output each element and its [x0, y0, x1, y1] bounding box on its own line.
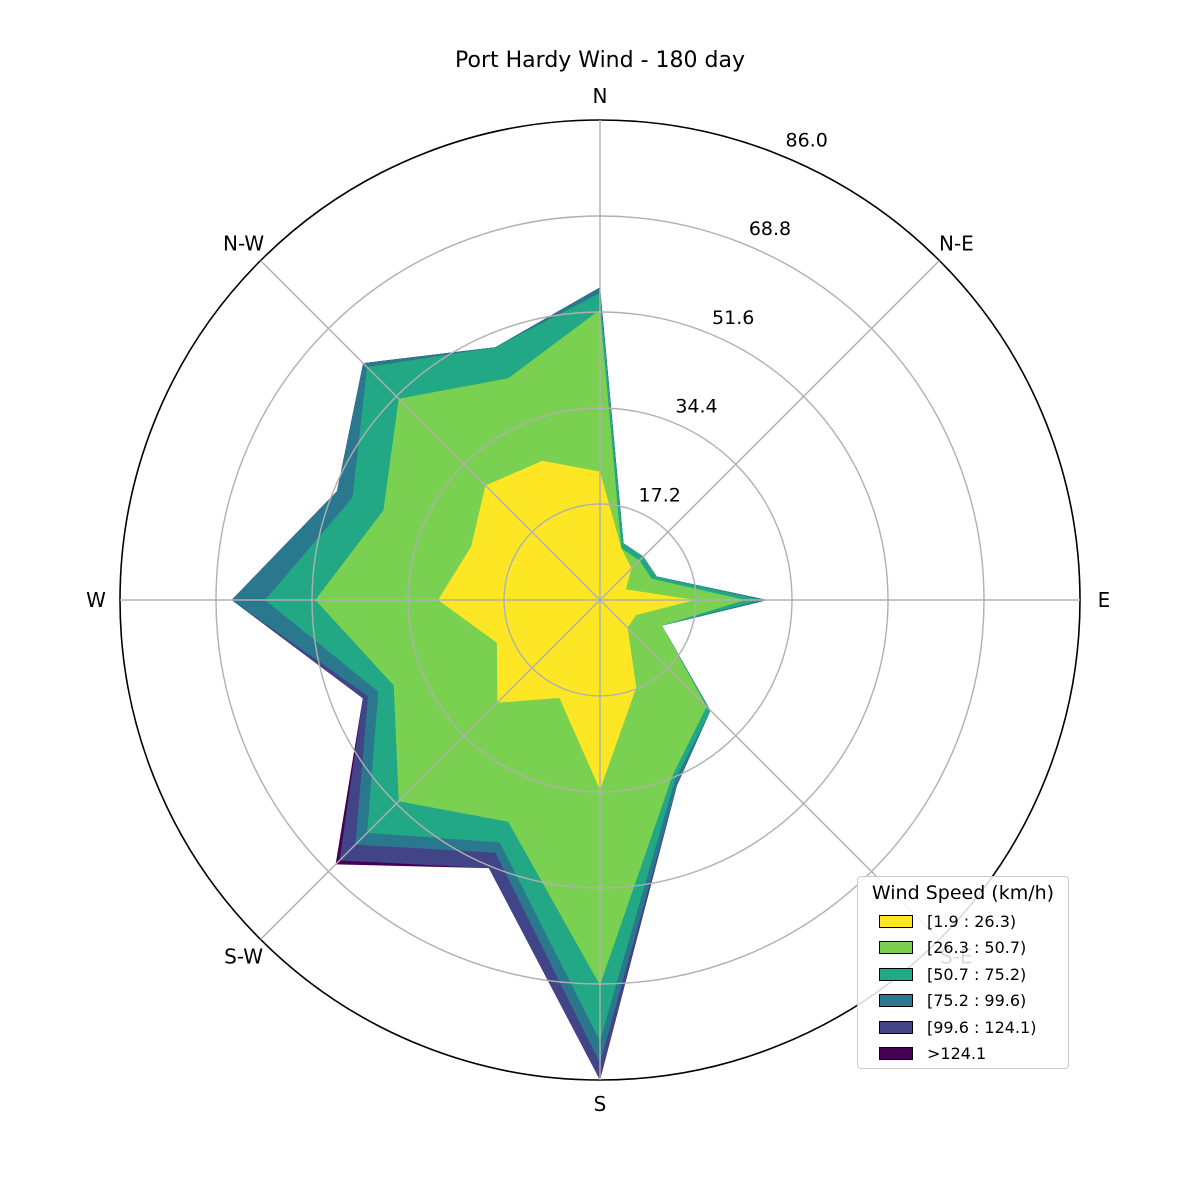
legend-swatch [879, 1047, 913, 1060]
legend-entry: [1.9 : 26.3) [879, 911, 1016, 931]
legend-label: [50.7 : 75.2) [927, 964, 1027, 984]
spoke-s-w [260, 599, 601, 940]
legend-label: [26.3 : 50.7) [927, 938, 1027, 957]
legend: Wind Speed (km/h) [1.9 : 26.3) [26.3 : 50… [857, 876, 1069, 1069]
direction-label-s-w: S-W [224, 944, 263, 968]
wind-series-layer [231, 287, 768, 1080]
legend-title: Wind Speed (km/h) [871, 882, 1055, 904]
legend-entry: [26.3 : 50.7) [879, 938, 1026, 958]
legend-entry: [99.6 : 124.1) [879, 1017, 1036, 1037]
series-area-1 [438, 460, 695, 790]
spoke-n-e [599, 260, 940, 601]
ring-label-3: 51.6 [712, 307, 754, 329]
ring-label-1: 17.2 [639, 484, 681, 506]
direction-label-s: S [594, 1092, 607, 1116]
direction-label-n-w: N-W [223, 232, 264, 256]
legend-entry: >124.1 [879, 1044, 986, 1064]
direction-label-n: N [593, 84, 608, 108]
legend-swatch [879, 941, 913, 954]
legend-swatch [879, 914, 913, 928]
ring-label-5: 86.0 [786, 130, 828, 152]
ring-label-2: 34.4 [675, 396, 717, 418]
direction-label-e: E [1098, 588, 1111, 612]
legend-entry: [50.7 : 75.2) [879, 964, 1026, 984]
ring-label-4: 68.8 [749, 218, 791, 240]
direction-label-w: W [86, 588, 106, 612]
legend-swatch [879, 967, 913, 981]
direction-label-n-e: N-E [939, 232, 974, 256]
spoke-n-w [260, 260, 601, 601]
legend-label: [99.6 : 124.1) [927, 1017, 1037, 1037]
legend-entry: [75.2 : 99.6) [879, 991, 1026, 1011]
polar-grid [119, 119, 1081, 1081]
legend-label: >124.1 [927, 1044, 987, 1063]
legend-label: [75.2 : 99.6) [927, 991, 1027, 1010]
chart-title: Port Hardy Wind - 180 day [455, 48, 745, 73]
legend-swatch [879, 994, 913, 1007]
legend-swatch [879, 1020, 913, 1034]
legend-label: [1.9 : 26.3) [927, 911, 1017, 931]
